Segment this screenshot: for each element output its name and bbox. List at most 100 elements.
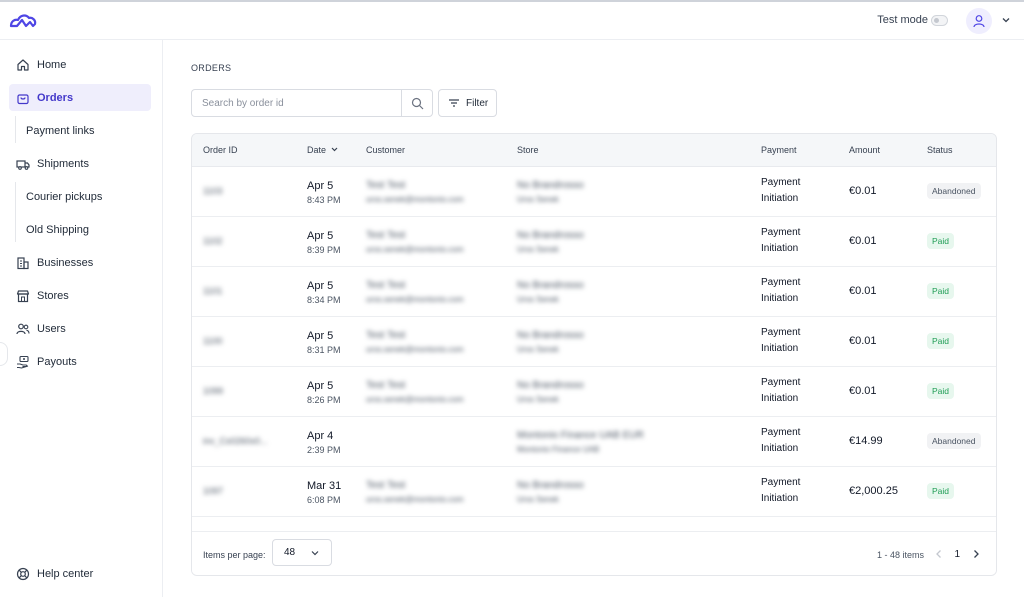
table-row[interactable]: 1100 Apr 5 8:31 PM Test Test uros.senek@mont… [192,317,996,367]
items-per-page-value: 48 [284,547,296,558]
table-row[interactable]: inv_Cs0260x0... Apr 4 2:39 PM Montonio Fina… [192,417,996,467]
order-id-cell[interactable]: inv_Cs0260x0... [203,436,268,446]
time-cell: 8:31 PM [307,345,341,355]
customer-email-cell: uros.senek@montonio.com [366,245,464,254]
store-name-cell: Montonio Finance UAB EUR [517,430,644,441]
chevron-left-icon[interactable] [934,548,944,560]
store-sub-cell: Uros Senek [517,195,559,204]
chevron-down-icon [311,551,319,556]
avatar[interactable] [966,8,992,34]
store-name-cell: No Brandrosso [517,230,584,241]
sidebar-collapse-handle[interactable] [0,342,8,366]
pagination-page[interactable]: 1 [954,549,960,560]
store-sub-cell: Uros Senek [517,495,559,504]
date-cell: Apr 5 [307,280,334,292]
date-cell: Apr 5 [307,180,334,192]
order-id-cell[interactable]: 1101 [203,286,223,296]
customer-name-cell: Test Test [366,230,406,241]
sidebar-item-orders[interactable]: Orders [9,84,151,111]
amount-cell: €0.01 [849,185,877,197]
status-badge: Paid [927,333,955,349]
amount-cell: €0.01 [849,235,877,247]
cloud-logo-icon[interactable] [8,11,38,31]
payment-method-cell: Payment [761,277,801,288]
column-header-date-label: Date [307,145,327,155]
sidebar-item-label: Shipments [37,157,89,170]
payout-icon [16,355,30,369]
nav-subtree-line [15,182,16,242]
filter-button[interactable]: Filter [438,89,497,117]
search-input[interactable] [192,90,402,116]
sidebar-item-shipments[interactable]: Shipments [9,150,151,177]
date-cell: Apr 5 [307,230,334,242]
payment-method-cell-line2: Initiation [761,443,799,454]
table-row[interactable]: 1103 Apr 5 8:43 PM Test Test uros.senek@mont… [192,167,996,217]
test-mode-toggle[interactable] [931,15,948,26]
table-row[interactable]: 1101 Apr 5 8:34 PM Test Test uros.senek@mont… [192,267,996,317]
user-icon [973,15,985,28]
order-id-cell[interactable]: 1099 [203,386,224,396]
sidebar-item-label: Orders [37,91,74,104]
payment-method-cell-line2: Initiation [761,393,799,404]
status-badge: Paid [927,483,955,499]
column-header-date[interactable]: Date [307,145,339,155]
sidebar-item-old-shipping[interactable]: Old Shipping [9,216,151,243]
table-footer: Items per page: 48 1 - 48 items 1 [192,531,996,575]
test-mode-label: Test mode [877,14,928,26]
order-id-cell[interactable]: 1102 [203,236,223,246]
order-id-cell[interactable]: 1103 [203,186,223,196]
lifebuoy-icon [16,567,30,581]
search-button[interactable] [401,90,432,116]
sidebar-item-payment-links[interactable]: Payment links [9,117,151,144]
filter-label: Filter [466,97,489,109]
status-badge: Paid [927,283,955,299]
items-per-page-select[interactable]: 48 [272,539,332,566]
store-name-cell: No Brandrosso [517,330,584,341]
customer-email-cell: uros.senek@montonio.com [366,395,464,404]
order-id-cell[interactable]: 1100 [203,336,223,346]
chevron-down-icon[interactable] [1000,14,1012,26]
status-badge: Paid [927,383,955,399]
time-cell: 8:34 PM [307,295,341,305]
sidebar-item-label: Businesses [37,256,94,269]
payment-method-cell: Payment [761,327,801,338]
sidebar-item-users[interactable]: Users [9,315,151,342]
search-icon [411,97,423,109]
store-name-cell: No Brandrosso [517,280,584,291]
time-cell: 8:26 PM [307,395,341,405]
sidebar-item-courier-pickups[interactable]: Courier pickups [9,183,151,210]
sidebar-item-home[interactable]: Home [9,51,151,78]
table-header: Order ID Date Customer Store Payment Amo… [192,134,996,167]
status-badge: Abandoned [927,183,981,199]
payment-method-cell: Payment [761,427,801,438]
sidebar-item-label: Help center [37,567,94,580]
home-icon [16,58,30,72]
table-row[interactable]: 1097 Mar 31 6:08 PM Test Test uros.senek@mon… [192,467,996,517]
sidebar-item-help-center[interactable]: Help center [9,560,151,587]
customer-name-cell: Test Test [366,380,406,391]
sidebar-item-businesses[interactable]: Businesses [9,249,151,276]
column-header-status: Status [927,145,953,155]
sidebar-item-label: Home [37,58,67,71]
time-cell: 8:43 PM [307,195,341,205]
items-per-page-label: Items per page: [203,550,266,560]
chevron-right-icon[interactable] [971,548,981,560]
store-name-cell: No Brandrosso [517,380,584,391]
date-cell: Apr 5 [307,330,334,342]
date-cell: Mar 31 [307,480,342,492]
customer-email-cell: uros.senek@montonio.com [366,295,464,304]
sidebar-item-label: Payouts [37,355,77,368]
column-header-customer: Customer [366,145,406,155]
sidebar-item-payouts[interactable]: Payouts [9,348,151,375]
table-row[interactable]: 1099 Apr 5 8:26 PM Test Test uros.senek@mont… [192,367,996,417]
store-icon [16,289,30,303]
amount-cell: €2,000.25 [849,485,898,497]
payment-method-cell: Payment [761,477,801,488]
table-row[interactable]: 1102 Apr 5 8:39 PM Test Test uros.senek@mont… [192,217,996,267]
sidebar-item-label: Stores [37,289,69,302]
amount-cell: €0.01 [849,335,877,347]
payment-method-cell-line2: Initiation [761,293,799,304]
sidebar-item-stores[interactable]: Stores [9,282,151,309]
column-header-amount: Amount [849,145,881,155]
order-id-cell[interactable]: 1097 [203,486,224,496]
